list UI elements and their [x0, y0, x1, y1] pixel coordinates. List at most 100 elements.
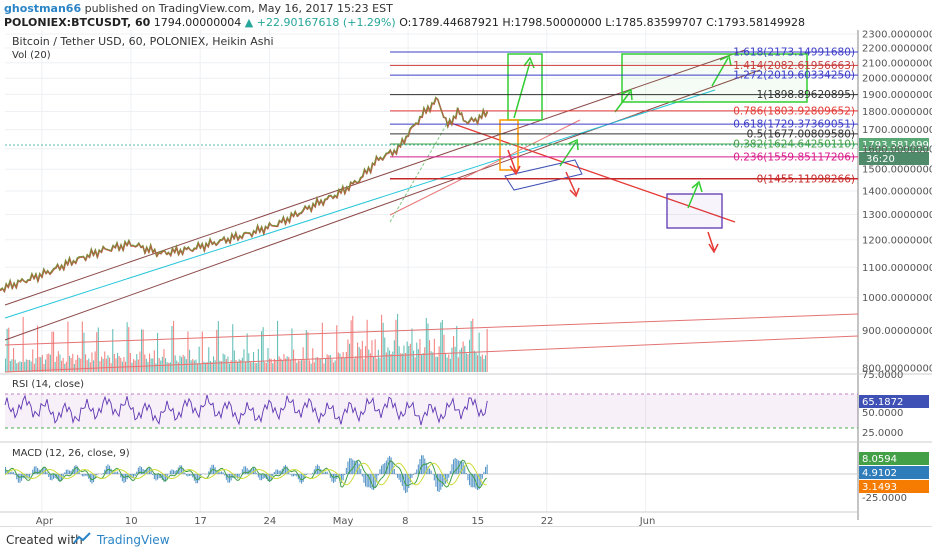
- macd-histogram-bar: [184, 473, 185, 475]
- volume-bar: [242, 358, 243, 372]
- macd-tick-neg25: -25.0000: [862, 493, 907, 504]
- fib-label-1.618: 1.618(2173.14991680): [733, 46, 855, 58]
- volume-bar: [35, 358, 36, 372]
- volume-bar: [450, 359, 451, 372]
- volume-bar: [311, 364, 312, 372]
- macd-histogram-bar: [383, 464, 384, 474]
- price-line-shadow: [0, 99, 488, 301]
- volume-bar: [410, 344, 411, 372]
- macd-histogram-bar: [291, 474, 292, 476]
- volume-bar: [106, 359, 107, 372]
- fib-label-0.236: 0.236(1559.85117206): [733, 151, 855, 163]
- volume-bar: [416, 343, 417, 372]
- macd-histogram-bar: [277, 470, 278, 474]
- volume-bar: [29, 360, 30, 372]
- volume-bar: [115, 358, 116, 372]
- volume-bar: [130, 353, 131, 372]
- volume-bar: [10, 361, 11, 372]
- volume-bar: [259, 362, 260, 372]
- macd-histogram-bar: [115, 472, 116, 474]
- macd-histogram-bar: [467, 474, 468, 480]
- volume-bar: [474, 351, 475, 372]
- volume-bar: [71, 358, 72, 372]
- fib-label-1.272: 1.272(2019.60334250): [733, 70, 855, 82]
- volume-bar: [80, 359, 81, 372]
- time-tick-label: 24: [264, 516, 277, 526]
- macd-histogram-bar: [29, 474, 30, 478]
- fib-dashed-line[interactable]: [390, 122, 448, 222]
- volume-bar: [277, 321, 278, 372]
- volume-bar: [355, 356, 356, 372]
- macd-histogram-bar: [135, 474, 136, 476]
- volume-bar: [442, 320, 443, 372]
- volume-bar: [26, 359, 27, 372]
- macd-histogram-bar: [114, 472, 115, 474]
- volume-bar: [247, 333, 248, 372]
- macd-histogram-bar: [371, 474, 372, 489]
- volume-bar: [120, 358, 121, 372]
- volume-bar: [266, 363, 267, 372]
- volume-bar: [400, 353, 401, 372]
- support-line-1[interactable]: [5, 314, 858, 345]
- macd-histogram-bar: [227, 474, 228, 483]
- macd-histogram-bar: [66, 470, 67, 474]
- volume-bar: [320, 359, 321, 372]
- chart-area[interactable]: 1.618(2173.14991680)1.414(2082.61956663)…: [0, 0, 932, 526]
- volume-bar: [144, 355, 145, 373]
- volume-bar: [251, 363, 252, 373]
- volume-bar: [87, 360, 88, 372]
- volume-bar: [123, 357, 124, 372]
- volume-bar: [413, 351, 414, 372]
- volume-bar: [64, 364, 65, 372]
- macd-histogram-bar: [456, 459, 457, 474]
- volume-bar: [415, 357, 416, 372]
- volume-bar: [224, 355, 225, 372]
- volume-bar: [307, 332, 308, 372]
- macd-histogram-bar: [416, 470, 417, 475]
- macd-histogram-bar: [85, 474, 86, 476]
- volume-bar: [119, 356, 120, 372]
- volume-bar: [482, 355, 483, 372]
- price-tick-label: 1600.00000000: [862, 144, 932, 155]
- price-axis[interactable]: 800.00000000900.000000001000.00000000110…: [862, 30, 932, 375]
- volume-bar: [346, 352, 347, 372]
- tradingview-link[interactable]: TradingView: [97, 533, 170, 547]
- volume-bar: [117, 353, 118, 372]
- rsi-legend: RSI (14, close): [12, 379, 84, 390]
- macd-histogram-bar: [151, 471, 152, 474]
- volume-bar: [192, 359, 193, 372]
- rsi-tick-50: 50.0000: [862, 408, 903, 419]
- price-tick-label: 1400.00000000: [862, 187, 932, 198]
- volume-bar: [403, 346, 404, 372]
- macd-histogram-bar: [263, 474, 264, 479]
- macd-histogram-bar: [418, 465, 419, 475]
- macd-histogram-bar: [13, 472, 14, 474]
- macd-histogram-bar: [344, 474, 345, 475]
- volume-bar: [376, 359, 377, 372]
- purple-box[interactable]: [667, 194, 722, 228]
- volume-bar: [136, 354, 137, 372]
- time-tick-label: Jun: [639, 516, 656, 526]
- macd-histogram-bar: [272, 474, 273, 476]
- volume-bar: [66, 362, 67, 372]
- volume-bar: [453, 336, 454, 372]
- macd-histogram-bar: [11, 472, 12, 475]
- time-tick-label: Apr: [36, 516, 54, 526]
- macd-histogram-bar: [293, 474, 294, 476]
- volume-bar: [360, 349, 361, 372]
- volume-bar: [219, 361, 220, 372]
- macd-histogram-bar: [363, 474, 364, 483]
- macd-histogram-bar: [483, 472, 484, 474]
- volume-bar: [93, 360, 94, 372]
- macd-histogram-bar: [50, 474, 51, 480]
- macd-histogram-bar: [186, 474, 187, 476]
- tradingview-logo-icon[interactable]: [72, 531, 94, 547]
- rsi-band: [5, 394, 858, 428]
- volume-bar: [154, 350, 155, 372]
- macd-histogram-bar: [87, 474, 88, 476]
- volume-bar: [391, 354, 392, 372]
- volume-bar: [91, 352, 92, 372]
- volume-bar: [48, 354, 49, 373]
- macd-histogram-bar: [466, 473, 467, 474]
